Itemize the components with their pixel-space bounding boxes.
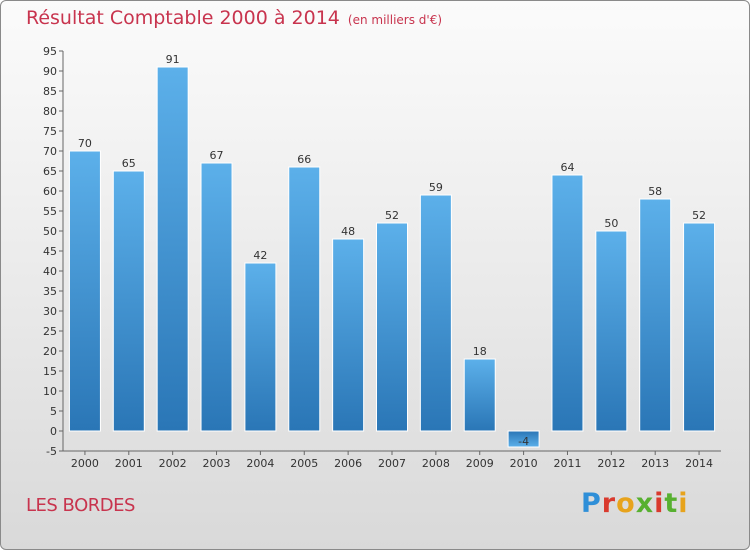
bar — [68, 150, 101, 432]
bar — [244, 262, 277, 432]
x-tick-label: 2009 — [466, 457, 494, 470]
data-label: 58 — [648, 185, 662, 198]
bar — [595, 230, 628, 432]
bar — [463, 358, 496, 432]
y-tick-label: 25 — [43, 325, 57, 338]
x-tick-label: 2014 — [685, 457, 713, 470]
y-tick-label: 60 — [43, 185, 57, 198]
y-tick-label: 70 — [43, 145, 57, 158]
data-label: 70 — [78, 137, 92, 150]
y-tick-label: 95 — [43, 45, 57, 58]
data-label: 91 — [166, 53, 180, 66]
proxiti-logo: Proxiti — [581, 488, 689, 519]
y-tick-label: 50 — [43, 225, 57, 238]
data-label: 42 — [253, 249, 267, 262]
data-label: 52 — [385, 209, 399, 222]
x-tick-label: 2004 — [246, 457, 274, 470]
y-tick-label: 85 — [43, 85, 57, 98]
x-tick-label: 2007 — [378, 457, 406, 470]
y-tick-label: 40 — [43, 265, 57, 278]
bar — [288, 166, 321, 432]
data-label: 66 — [297, 153, 311, 166]
bar — [332, 238, 365, 432]
y-tick-label: 80 — [43, 105, 57, 118]
y-tick-label: 5 — [50, 405, 57, 418]
x-tick-label: 2000 — [71, 457, 99, 470]
data-label: 67 — [210, 149, 224, 162]
y-tick-label: 20 — [43, 345, 57, 358]
y-tick-label: 30 — [43, 305, 57, 318]
x-tick-label: 2013 — [641, 457, 669, 470]
y-tick-label: 0 — [50, 425, 57, 438]
x-tick-label: 2008 — [422, 457, 450, 470]
x-tick-label: 2011 — [553, 457, 581, 470]
x-tick-label: 2010 — [510, 457, 538, 470]
data-label: 64 — [560, 161, 574, 174]
x-tick-label: 2001 — [115, 457, 143, 470]
y-tick-label: 90 — [43, 65, 57, 78]
data-label: 59 — [429, 181, 443, 194]
bar — [683, 222, 716, 432]
chart-data-labels: 70 65 91 67 42 66 48 52 59 18 -4 64 50 58 52 — [78, 53, 706, 448]
bar — [507, 430, 540, 448]
data-label: -4 — [518, 435, 529, 448]
chart-title-text: Résultat Comptable 2000 à 2014 — [26, 7, 340, 29]
place-name: LES BORDES — [26, 495, 135, 516]
chart-axes: -5 0 5 10 15 20 25 30 35 40 45 50 55 60 65 70 75 80 85 90 95… — [43, 45, 721, 470]
y-tick-label: 55 — [43, 205, 57, 218]
data-label: 18 — [473, 345, 487, 358]
x-tick-label: 2003 — [203, 457, 231, 470]
y-tick-label: 10 — [43, 385, 57, 398]
chart-subtitle: (en milliers d'€) — [347, 13, 443, 27]
bar — [376, 222, 408, 432]
y-tick-label: -5 — [46, 445, 57, 458]
x-tick-label: 2002 — [159, 457, 187, 470]
bar — [112, 170, 145, 432]
x-tick-label: 2006 — [334, 457, 362, 470]
y-tick-label: 75 — [43, 125, 57, 138]
bar — [156, 66, 189, 432]
bar — [551, 174, 584, 432]
data-label: 48 — [341, 225, 355, 238]
y-tick-label: 45 — [43, 245, 57, 258]
data-label: 52 — [692, 209, 706, 222]
y-tick-label: 15 — [43, 365, 57, 378]
bar — [639, 198, 672, 432]
data-label: 50 — [604, 217, 618, 230]
bar — [419, 194, 452, 432]
chart-bars — [68, 66, 716, 448]
chart-title: Résultat Comptable 2000 à 2014 (en millie… — [26, 7, 442, 29]
y-tick-label: 65 — [43, 165, 57, 178]
x-tick-label: 2005 — [290, 457, 318, 470]
bar — [200, 162, 233, 432]
y-tick-label: 35 — [43, 285, 57, 298]
x-tick-label: 2012 — [597, 457, 625, 470]
data-label: 65 — [122, 157, 136, 170]
